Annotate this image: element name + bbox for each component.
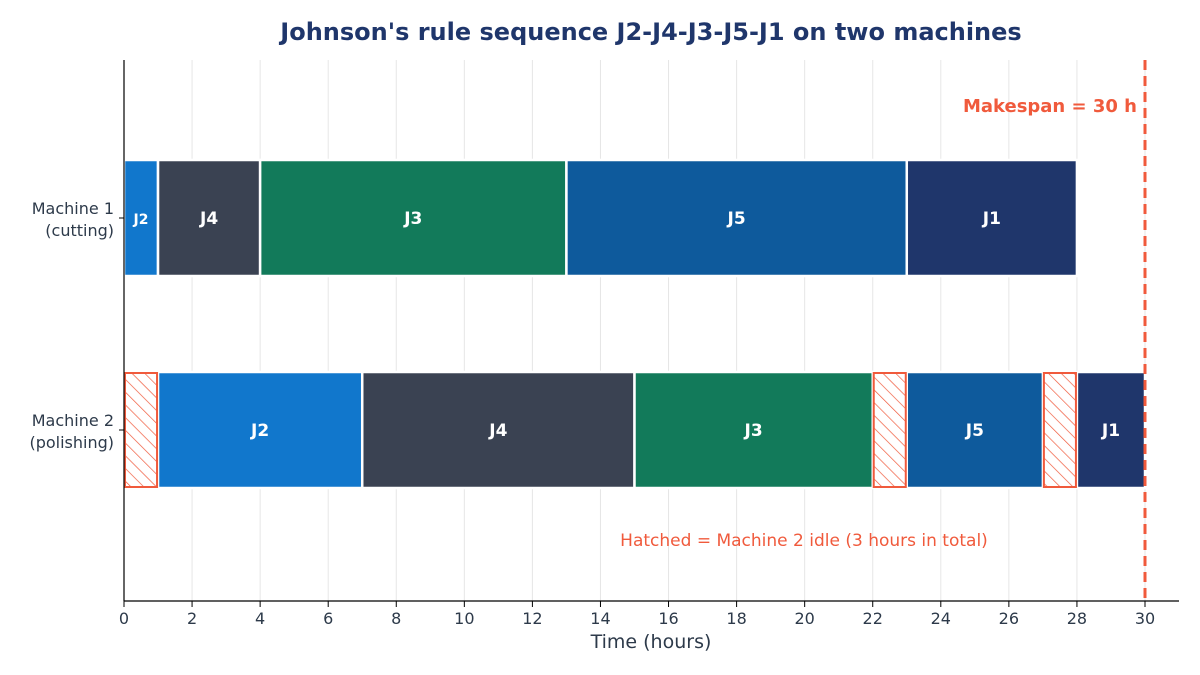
task-bar-j3 <box>258 158 568 278</box>
x-tick-label: 28 <box>1067 609 1087 628</box>
bars: J2 J4 J3 J5 J1 J2 J4 J3 J5 J1 <box>122 60 1147 601</box>
x-tick-label: 22 <box>863 609 883 628</box>
x-tick-label: 2 <box>187 609 197 628</box>
idle-block <box>124 372 159 488</box>
x-tick-label: 20 <box>794 609 814 628</box>
task-label-j3: J3 <box>403 209 422 229</box>
chart-title: Johnson's rule sequence J2-J4-J3-J5-J1 o… <box>278 18 1021 46</box>
task-label-j2: J2 <box>250 421 269 441</box>
task-label-j1: J1 <box>982 209 1001 229</box>
x-tick-label: 10 <box>454 609 474 628</box>
task-bar-j4 <box>156 158 262 278</box>
task-bar-j1 <box>905 158 1079 278</box>
task-label-j3: J3 <box>744 421 763 441</box>
x-tick-label: 12 <box>522 609 542 628</box>
idle-block <box>872 372 907 488</box>
x-tick-label: 6 <box>323 609 333 628</box>
task-bar-j5 <box>905 370 1045 490</box>
x-tick-label: 30 <box>1135 609 1155 628</box>
task-bar-j4 <box>360 370 636 490</box>
idle-block <box>1042 372 1077 488</box>
x-tick-label: 24 <box>931 609 951 628</box>
x-tick-label: 8 <box>391 609 401 628</box>
x-tick-label: 16 <box>658 609 678 628</box>
grid-lines <box>123 60 1146 601</box>
x-tick-label: 26 <box>999 609 1019 628</box>
x-tick-label: 14 <box>590 609 610 628</box>
x-tick-label: 18 <box>726 609 746 628</box>
row-label-machine-2: Machine 2 (polishing) <box>29 411 114 452</box>
makespan-label: Makespan = 30 h <box>963 96 1137 117</box>
task-label-j5: J5 <box>727 209 746 229</box>
task-bar-j3 <box>633 370 874 490</box>
x-axis-title: Time (hours) <box>590 631 712 653</box>
task-label-j2: J2 <box>133 212 149 228</box>
x-tick-label: 0 <box>119 609 129 628</box>
task-bar-j5 <box>565 158 909 278</box>
task-bar-j2 <box>156 370 364 490</box>
row-label-machine-1: Machine 1 (cutting) <box>32 199 114 240</box>
task-label-j4: J4 <box>488 421 507 441</box>
task-bar-j2 <box>122 158 160 278</box>
task-label-j4: J4 <box>199 209 218 229</box>
idle-note: Hatched = Machine 2 idle (3 hours in tot… <box>620 531 988 551</box>
task-label-j5: J5 <box>965 421 984 441</box>
task-label-j1: J1 <box>1101 421 1120 441</box>
x-tick-label: 4 <box>255 609 265 628</box>
